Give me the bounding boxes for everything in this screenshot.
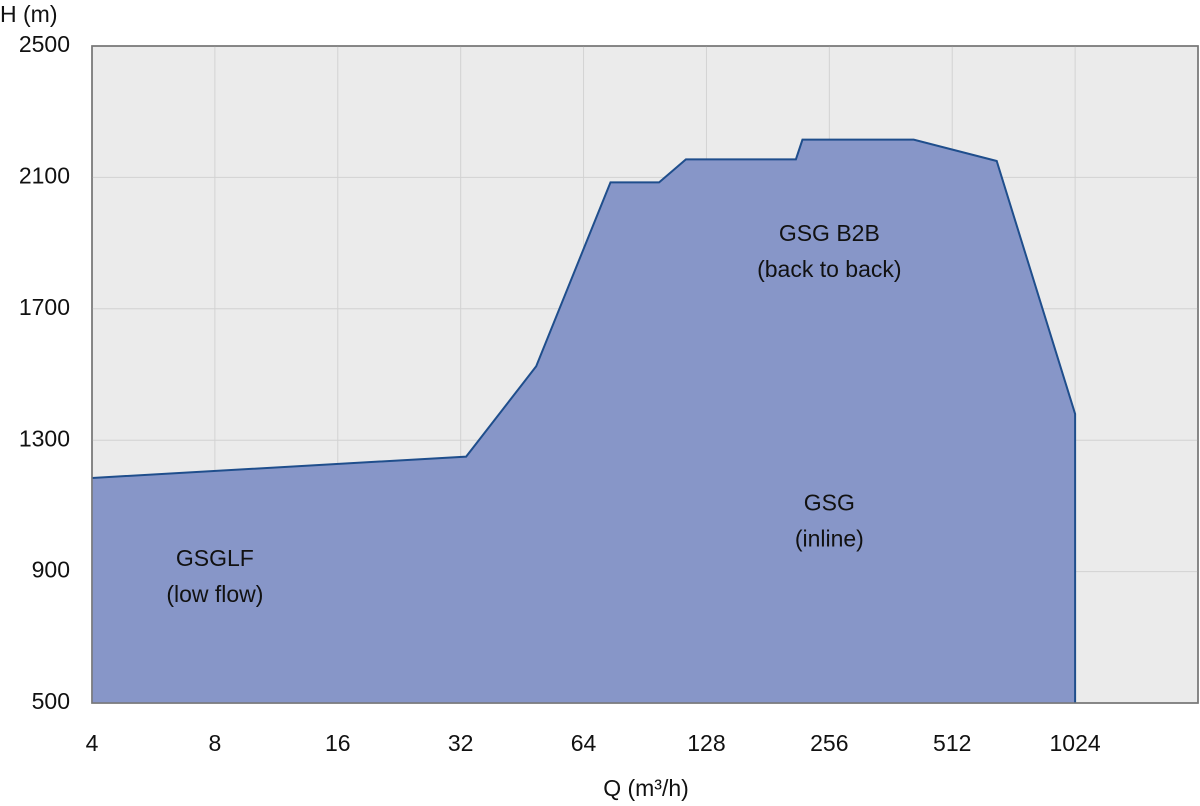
x-tick-label: 128 [687,730,725,756]
x-tick-label: 32 [448,730,474,756]
x-tick-label: 1024 [1050,730,1101,756]
x-tick-label: 64 [571,730,597,756]
x-axis-label: Q (m³/h) [603,775,689,801]
y-tick-label: 2500 [19,31,70,57]
annotation: (back to back) [757,256,901,282]
annotation: GSGLF [176,545,254,571]
y-tick-label: 1700 [19,294,70,320]
annotation: GSG [804,489,855,515]
x-tick-label: 8 [208,730,221,756]
annotation: GSG B2B [779,220,880,246]
area-outline [91,138,1077,703]
annotation: (low flow) [166,581,263,607]
plot-area [91,45,1199,704]
y-tick-label: 900 [32,557,70,583]
annotation: (inline) [795,525,864,551]
x-tick-label: 512 [933,730,971,756]
y-tick-label: 2100 [19,162,70,188]
x-tick-label: 16 [325,730,351,756]
area [92,139,1076,703]
y-tick-label: 500 [32,688,70,714]
y-tick-label: 1300 [19,425,70,451]
y-axis-label: H (m) [0,1,57,27]
x-tick-label: 4 [86,730,99,756]
x-tick-label: 256 [810,730,848,756]
